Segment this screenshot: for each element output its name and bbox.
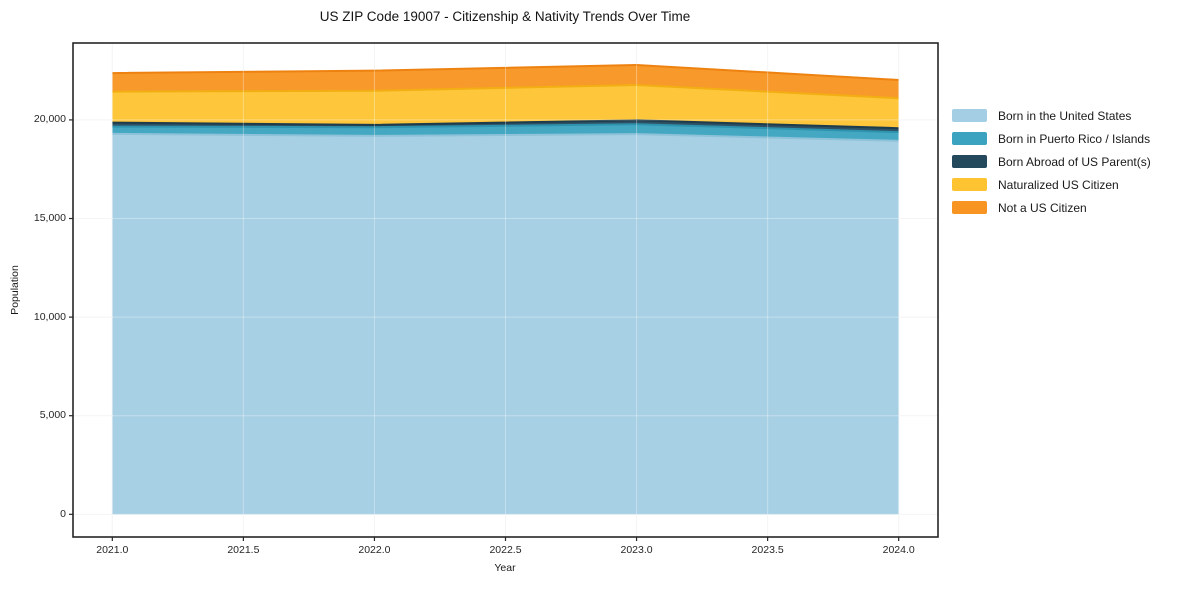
chart-title: US ZIP Code 19007 - Citizenship & Nativi… xyxy=(319,9,691,24)
y-tick-label: 15,000 xyxy=(33,212,66,224)
legend-label: Naturalized US Citizen xyxy=(998,177,1119,192)
x-tick-label: 2021.0 xyxy=(96,544,129,556)
legend-swatch xyxy=(952,132,987,145)
legend-item: Naturalized US Citizen xyxy=(952,173,1151,196)
x-tick-label: 2023.5 xyxy=(751,544,784,556)
y-tick-label: 5,000 xyxy=(39,409,66,422)
legend-label: Born Abroad of US Parent(s) xyxy=(998,154,1151,169)
x-tick-label: 2022.0 xyxy=(358,544,391,556)
x-tick-label: 2022.5 xyxy=(489,544,522,556)
y-tick-label: 20,000 xyxy=(33,113,66,126)
legend-swatch xyxy=(952,109,987,122)
y-tick-label: 0 xyxy=(60,507,66,520)
x-tick-label: 2021.5 xyxy=(227,544,260,556)
y-tick-label: 10,000 xyxy=(33,310,66,323)
legend-swatch xyxy=(952,178,987,191)
y-axis-label: Population xyxy=(9,265,21,315)
x-axis-label: Year xyxy=(494,562,516,574)
legend-item: Born in Puerto Rico / Islands xyxy=(952,127,1151,150)
legend-label: Not a US Citizen xyxy=(998,200,1087,215)
legend-item: Born in the United States xyxy=(952,104,1151,127)
legend-swatch xyxy=(952,201,987,214)
legend-swatch xyxy=(952,155,987,168)
legend-item: Born Abroad of US Parent(s) xyxy=(952,150,1151,173)
legend-label: Born in Puerto Rico / Islands xyxy=(998,131,1151,146)
legend-item: Not a US Citizen xyxy=(952,196,1151,219)
legend-label: Born in the United States xyxy=(998,108,1132,123)
x-tick-label: 2024.0 xyxy=(882,544,915,556)
x-tick-label: 2023.0 xyxy=(620,544,653,556)
legend: Born in the United States Born in Puerto… xyxy=(952,104,1151,219)
